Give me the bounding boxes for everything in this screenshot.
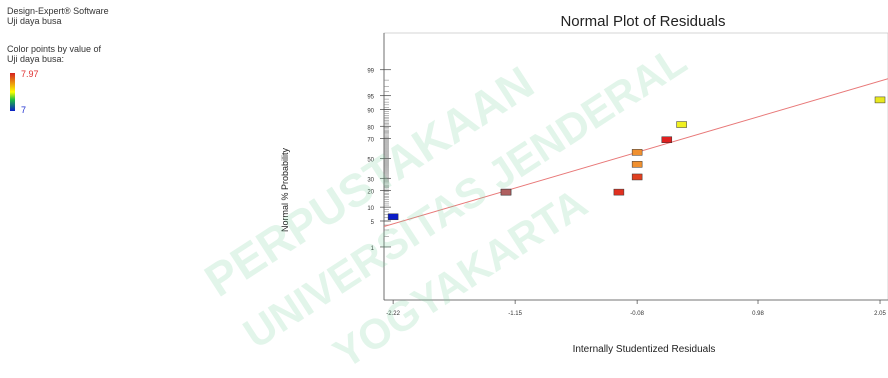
x-tick-label: 0.98 (752, 311, 764, 317)
y-tick-label: 20 (367, 189, 374, 195)
software-header: Design-Expert® Software Uji daya busa (7, 6, 109, 26)
color-legend-line2: Uji daya busa: (7, 54, 65, 64)
residual-point (661, 136, 673, 143)
software-name: Design-Expert® Software (7, 6, 109, 16)
y-tick-label: 99 (367, 69, 374, 75)
residual-point (874, 96, 886, 104)
x-tick-label: -1.15 (508, 311, 522, 317)
color-legend-line1: Color points by value of (7, 44, 102, 54)
color-legend-min-label: 7 (21, 105, 27, 115)
y-tick-label: 1 (371, 246, 375, 252)
y-tick-label: 70 (367, 137, 374, 143)
residual-point (631, 149, 643, 156)
y-ticks: 1 5 10 20 30 50 70 80 90 95 99 (367, 69, 391, 252)
residual-point (613, 188, 625, 196)
residual-point (676, 121, 687, 128)
y-tick-label: 10 (367, 206, 374, 212)
x-tick-label: 2.05 (874, 311, 886, 317)
residual-point (631, 173, 643, 181)
normal-plot-chart: Normal Plot of Residuals 1 5 10 20 30 50 70 80 9… (280, 13, 888, 355)
x-tick-label: -2.22 (386, 311, 400, 317)
y-axis-label: Normal % Probability (280, 147, 290, 232)
y-tick-label: 5 (371, 220, 375, 226)
y-tick-label: 50 (367, 157, 374, 163)
y-tick-label: 80 (367, 125, 374, 131)
color-legend-gradient (10, 73, 15, 111)
x-axis-label: Internally Studentized Residuals (573, 344, 716, 355)
residual-points (387, 96, 886, 221)
color-legend-caption: Color points by value of Uji daya busa: (7, 44, 101, 64)
y-tick-label: 95 (367, 95, 374, 101)
y-tick-label: 30 (367, 177, 374, 183)
residual-point (387, 213, 399, 221)
x-tick-label: -0.08 (630, 311, 644, 317)
residual-point (631, 161, 643, 168)
response-name: Uji daya busa (7, 16, 62, 26)
chart-title: Normal Plot of Residuals (560, 13, 725, 30)
x-ticks: -2.22 -1.15 -0.08 0.98 2.05 (386, 300, 887, 317)
residual-point (500, 188, 512, 196)
y-tick-label: 90 (367, 109, 374, 115)
color-legend-max-label: 7.97 (21, 69, 39, 79)
